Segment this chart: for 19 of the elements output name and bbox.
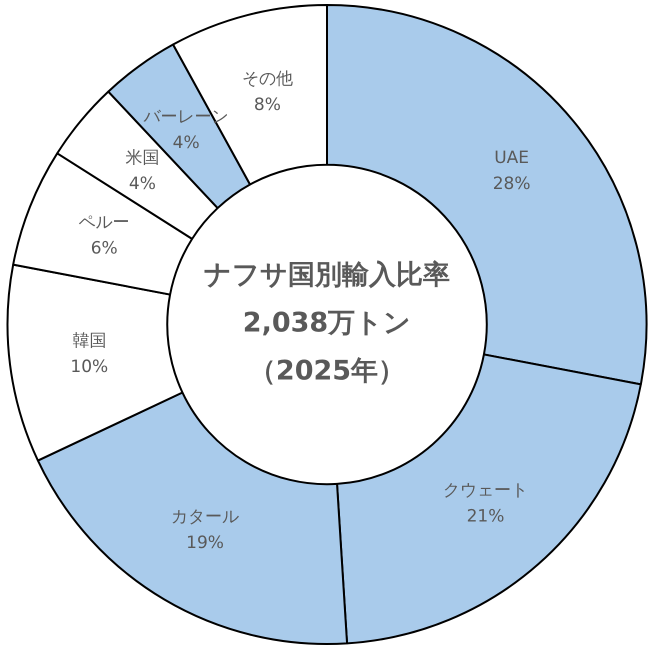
slice-label: カタール [171,507,240,528]
slice-label: 韓国 [72,330,106,351]
slice-label: クウェート [442,480,528,501]
data-label: 28% [492,174,531,194]
data-label: 4% [172,133,200,154]
slice-label: ペルー [78,212,130,233]
text: ナフサ国別輸入比率 [204,260,450,291]
text: （2025年） [248,356,406,387]
slice-label: 米国 [125,148,160,168]
data-label: 4% [128,174,156,194]
data-label: 21% [466,506,504,527]
data-label: 8% [254,94,281,115]
data-label: 6% [90,238,118,259]
text: 2,038万トン [242,308,412,339]
data-label: 19% [186,533,224,554]
slice-label: UAE [494,148,530,168]
slice-label: バーレーン [142,107,229,128]
slice-label: その他 [242,68,293,89]
data-label: 10% [70,356,108,377]
